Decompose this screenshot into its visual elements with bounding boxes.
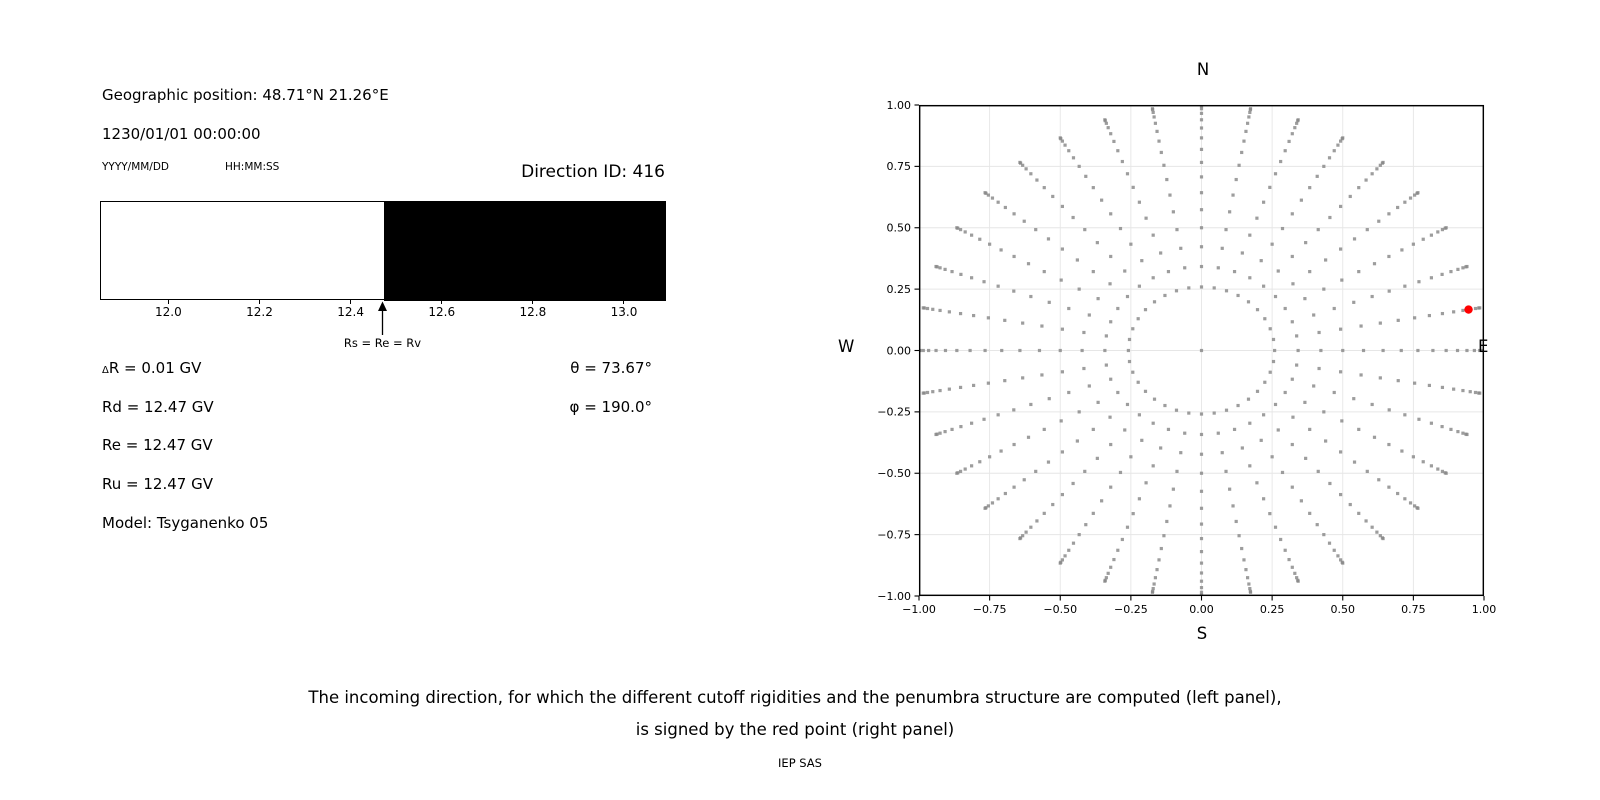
delta-r-value: ΔR = 0.01 GV [102,359,201,377]
bar-tick-mark [167,300,169,304]
cutoff-arrow [378,301,387,335]
x-tick-label: 0.50 [1331,603,1356,616]
rd-value: Rd = 12.47 GV [102,398,214,416]
re-value: Re = 12.47 GV [102,436,213,454]
bar-tick-label: 12.8 [519,305,547,319]
bar-tick-mark [532,300,534,304]
delta-symbol: Δ [102,365,109,376]
bar-tick-mark [258,300,260,304]
x-tick-label: 0.00 [1189,603,1214,616]
direction-map-plot: −1.00 −0.75 −0.50 −0.25 0.00 0.25 0.50 0.75 1.00… [877,99,1496,616]
x-axis-ticks: −1.00 −0.75 −0.50 −0.25 0.00 0.25 0.50 0.75 1.00 [902,596,1496,616]
bar-tick-label: 13.0 [610,305,638,319]
caption-line-1: The incoming direction, for which the di… [308,688,1282,707]
compass-south-label: S [1196,624,1208,643]
direction-id-title: Direction ID: 416 [521,162,665,182]
caption-line-2: is signed by the red point (right panel) [635,720,955,739]
y-tick-label: 0.25 [887,283,912,296]
delta-r-text: R = 0.01 GV [108,359,202,377]
x-tick-label: −0.25 [1114,603,1148,616]
bar-tick-label: 12.4 [337,305,364,319]
y-tick-label: −0.75 [877,528,911,541]
y-tick-label: 0.00 [887,344,912,357]
x-tick-label: 0.25 [1260,603,1285,616]
bar-tick-label: 12.2 [246,305,273,319]
penumbra-black-band [383,200,666,301]
x-tick-label: 1.00 [1472,603,1497,616]
bar-tick-label: 12.6 [428,305,456,319]
penumbra-bar [100,200,666,301]
model-label: Model: Tsyganenko 05 [102,514,269,532]
y-axis-ticks: −1.00 −0.75 −0.50 −0.25 0.00 0.25 0.50 0.75 1.00 [877,99,919,603]
datetime-label: 1230/01/01 00:00:00 [102,125,261,143]
red-direction-point [1464,305,1473,314]
compass-east-label: E [1478,337,1489,356]
x-tick-label: 0.75 [1401,603,1426,616]
date-format-label: YYYY/MM/DD [102,161,170,173]
y-tick-label: −0.25 [877,406,911,419]
cutoff-arrow-label: Rs = Re = Rv [343,336,422,350]
compass-north-label: N [1196,60,1210,79]
y-tick-label: 0.75 [887,160,912,173]
bar-tick-label: 12.0 [154,305,182,319]
time-format-label: HH:MM:SS [225,161,280,173]
credit-label: IEP SAS [778,756,822,770]
y-tick-label: 0.50 [887,222,912,235]
bar-tick-mark [623,300,625,304]
direction-dots [919,105,1484,596]
theta-value: θ = 73.67° [570,359,652,377]
ru-value: Ru = 12.47 GV [102,475,213,493]
x-tick-label: −0.50 [1043,603,1077,616]
compass-west-label: W [838,337,855,356]
phi-value: φ = 190.0° [569,398,652,416]
x-tick-label: −0.75 [973,603,1007,616]
plot-spines [918,104,1484,597]
bar-tick-mark [350,300,352,304]
geographic-position-label: Geographic position: 48.71°N 21.26°E [102,86,389,104]
x-tick-label: −1.00 [902,603,936,616]
y-tick-label: −1.00 [877,590,911,603]
bar-tick-mark [441,300,443,304]
y-tick-label: 1.00 [887,99,912,112]
y-tick-label: −0.50 [877,467,911,480]
